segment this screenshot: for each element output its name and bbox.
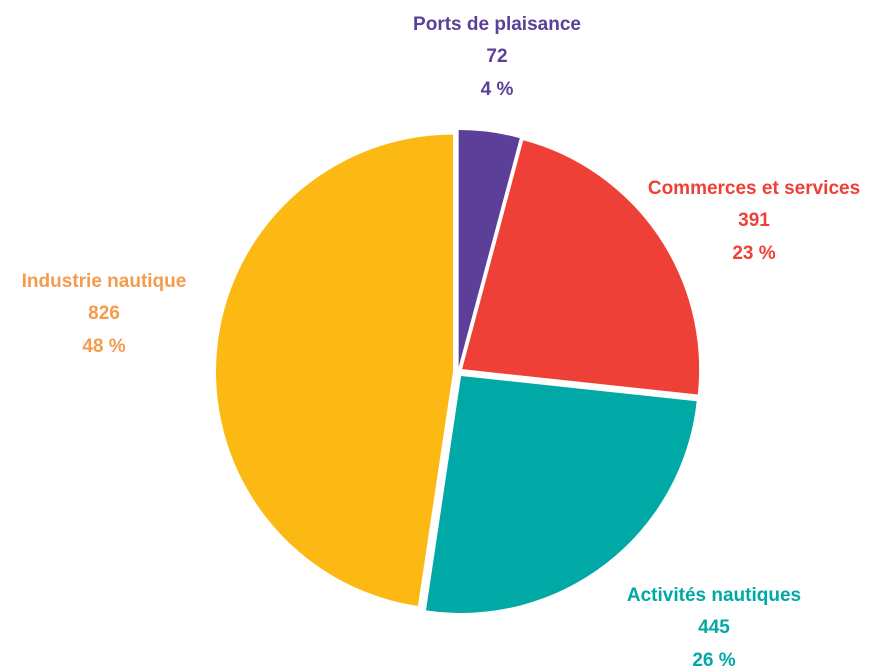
slice-percent: 4 % — [481, 79, 514, 100]
pie-slice — [458, 130, 520, 368]
pie-slice — [425, 375, 697, 613]
slice-value: 391 — [738, 210, 770, 231]
slice-label: Industrie nautique — [22, 271, 187, 292]
slice-percent: 48 % — [82, 336, 125, 357]
slice-percent: 23 % — [732, 243, 775, 264]
slice-value: 72 — [486, 46, 507, 67]
pie-slice — [216, 134, 454, 607]
slice-value: 826 — [88, 303, 120, 324]
slice-percent: 26 % — [692, 650, 735, 667]
slice-value: 445 — [698, 617, 730, 638]
pie-slice — [462, 140, 700, 395]
slice-label: Activités nautiques — [627, 585, 801, 606]
slice-label: Ports de plaisance — [413, 14, 581, 35]
slice-label: Commerces et services — [648, 178, 860, 199]
